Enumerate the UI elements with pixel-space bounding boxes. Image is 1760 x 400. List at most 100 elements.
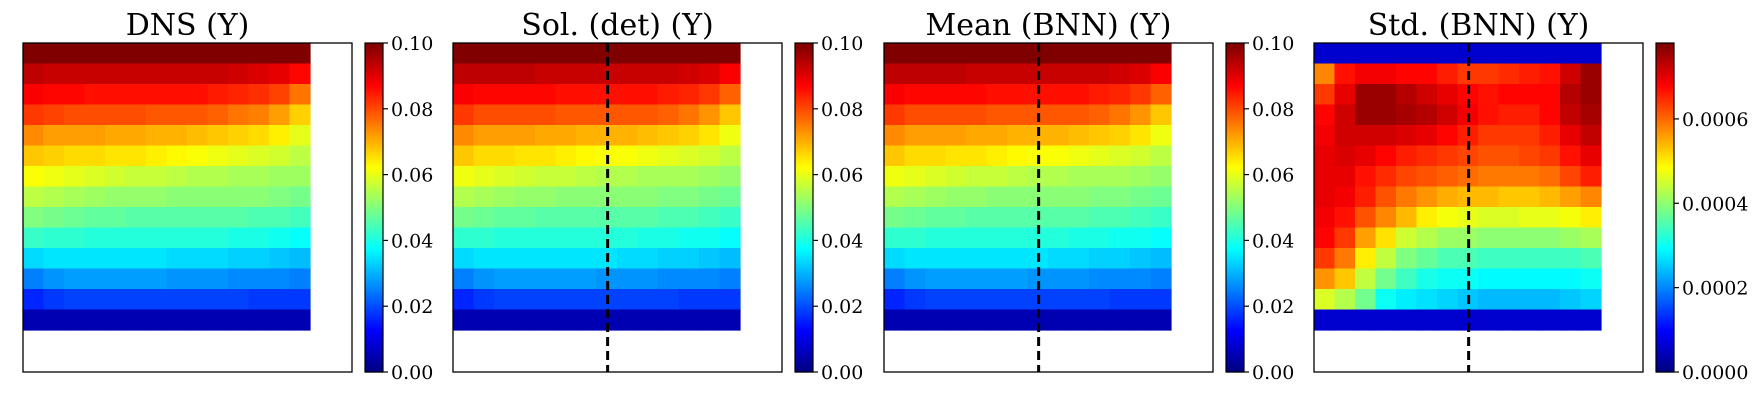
- colorbar-segment: [365, 57, 383, 61]
- heatmap-cell: [43, 289, 65, 311]
- colorbar-segment: [1656, 268, 1674, 271]
- colorbar-segment: [1656, 146, 1674, 149]
- colorbar-segment: [1226, 293, 1244, 296]
- colorbar-segment: [1226, 243, 1244, 246]
- colorbar-segment: [365, 61, 383, 64]
- heatmap-cell: [1109, 186, 1131, 208]
- colorbar-segment: [1226, 172, 1244, 176]
- colorbar-segment: [1226, 242, 1244, 245]
- colorbar-segment: [1226, 177, 1244, 181]
- heatmap-cell: [1519, 145, 1541, 167]
- heatmap-cell: [925, 166, 947, 188]
- heatmap-cell: [1396, 63, 1418, 85]
- colorbar-segment: [795, 195, 813, 199]
- colorbar-segment: [1656, 337, 1674, 340]
- colorbar-segment: [795, 54, 813, 57]
- colorbar-segment: [1656, 243, 1674, 246]
- colorbar-segment: [365, 115, 383, 118]
- heatmap-cell: [166, 166, 188, 188]
- heatmap-cell: [146, 43, 168, 65]
- heatmap-cell: [207, 248, 229, 270]
- heatmap-cell: [1334, 289, 1356, 311]
- colorbar: 0.000.020.040.060.080.10: [794, 33, 863, 384]
- heatmap-cell: [453, 104, 475, 126]
- colorbar-segment: [1226, 168, 1244, 171]
- heatmap-cell: [207, 43, 229, 65]
- heatmap-cell: [945, 43, 967, 65]
- colorbar-segment: [795, 49, 813, 52]
- colorbar-tick-label: 0.0000: [1682, 362, 1748, 384]
- colorbar-segment: [1226, 345, 1244, 348]
- heatmap-cell: [514, 43, 536, 65]
- colorbar-tick-label: 0.08: [1252, 99, 1294, 121]
- colorbar-segment: [365, 174, 383, 177]
- colorbar-segment: [795, 135, 813, 138]
- heatmap-cell: [269, 309, 291, 331]
- colorbar-segment: [795, 130, 813, 133]
- heatmap-cell: [678, 268, 700, 290]
- colorbar-segment: [1656, 110, 1674, 113]
- colorbar-segment: [1656, 163, 1674, 166]
- colorbar-segment: [1226, 307, 1244, 311]
- heatmap-cell: [1437, 227, 1459, 249]
- heatmap-cell: [1539, 227, 1561, 249]
- heatmap-cell: [1478, 268, 1500, 290]
- heatmap-cell: [453, 186, 475, 208]
- heatmap-cell: [1027, 227, 1049, 249]
- colorbar-segment: [1226, 302, 1244, 306]
- heatmap-cell: [187, 268, 209, 290]
- colorbar-segment: [795, 238, 813, 241]
- colorbar-segment: [1656, 266, 1674, 269]
- heatmap-cell: [248, 84, 270, 106]
- heatmap-cell: [1580, 104, 1602, 126]
- heatmap-cell: [1109, 227, 1131, 249]
- colorbar-segment: [365, 360, 383, 363]
- colorbar-segment: [795, 256, 813, 260]
- colorbar-segment: [795, 222, 813, 225]
- heatmap-cell: [64, 309, 86, 331]
- colorbar-segment: [1656, 304, 1674, 307]
- heatmap-cell: [904, 248, 926, 270]
- colorbar-segment: [1656, 108, 1674, 112]
- heatmap-cell: [678, 289, 700, 311]
- colorbar-segment: [1656, 184, 1674, 187]
- heatmap-cell: [1150, 309, 1172, 331]
- colorbar-segment: [795, 77, 813, 80]
- colorbar-segment: [1226, 238, 1244, 241]
- colorbar-tick-label: 0.02: [1252, 296, 1294, 318]
- colorbar-segment: [1226, 95, 1244, 98]
- colorbar-segment: [365, 245, 383, 248]
- colorbar-segment: [1226, 163, 1244, 166]
- heatmap-cell: [576, 166, 598, 188]
- heatmap-cell: [473, 268, 495, 290]
- colorbar-segment: [365, 288, 383, 291]
- colorbar-segment: [1226, 228, 1244, 232]
- heatmap-cell: [453, 268, 475, 290]
- heatmap-cell: [1519, 125, 1541, 147]
- colorbar-segment: [1226, 43, 1244, 46]
- heatmap-cell: [1109, 125, 1131, 147]
- colorbar-segment: [365, 227, 383, 230]
- colorbar-segment: [365, 223, 383, 227]
- heatmap-cell: [884, 63, 906, 85]
- heatmap-cell: [1150, 186, 1172, 208]
- heatmap-cell: [1539, 43, 1561, 65]
- colorbar-segment: [795, 44, 813, 47]
- heatmap-cell: [1580, 145, 1602, 167]
- heatmap-cell: [1007, 227, 1029, 249]
- panel-2: Sol. (det) (Y)0.000.020.040.060.080.10: [452, 8, 863, 384]
- heatmap-cell: [289, 248, 311, 270]
- heatmap-cell: [43, 63, 65, 85]
- heatmap-cell: [1355, 309, 1377, 331]
- colorbar-segment: [1656, 240, 1674, 243]
- colorbar-segment: [365, 347, 383, 350]
- heatmap-cell: [1314, 186, 1336, 208]
- heatmap-cell: [1437, 268, 1459, 290]
- heatmap-cell: [1355, 84, 1377, 106]
- heatmap-cell: [269, 207, 291, 229]
- colorbar-segment: [1656, 169, 1674, 172]
- colorbar-segment: [365, 79, 383, 82]
- colorbar-segment: [1226, 253, 1244, 256]
- colorbar-segment: [1656, 92, 1674, 95]
- heatmap-cell: [64, 268, 86, 290]
